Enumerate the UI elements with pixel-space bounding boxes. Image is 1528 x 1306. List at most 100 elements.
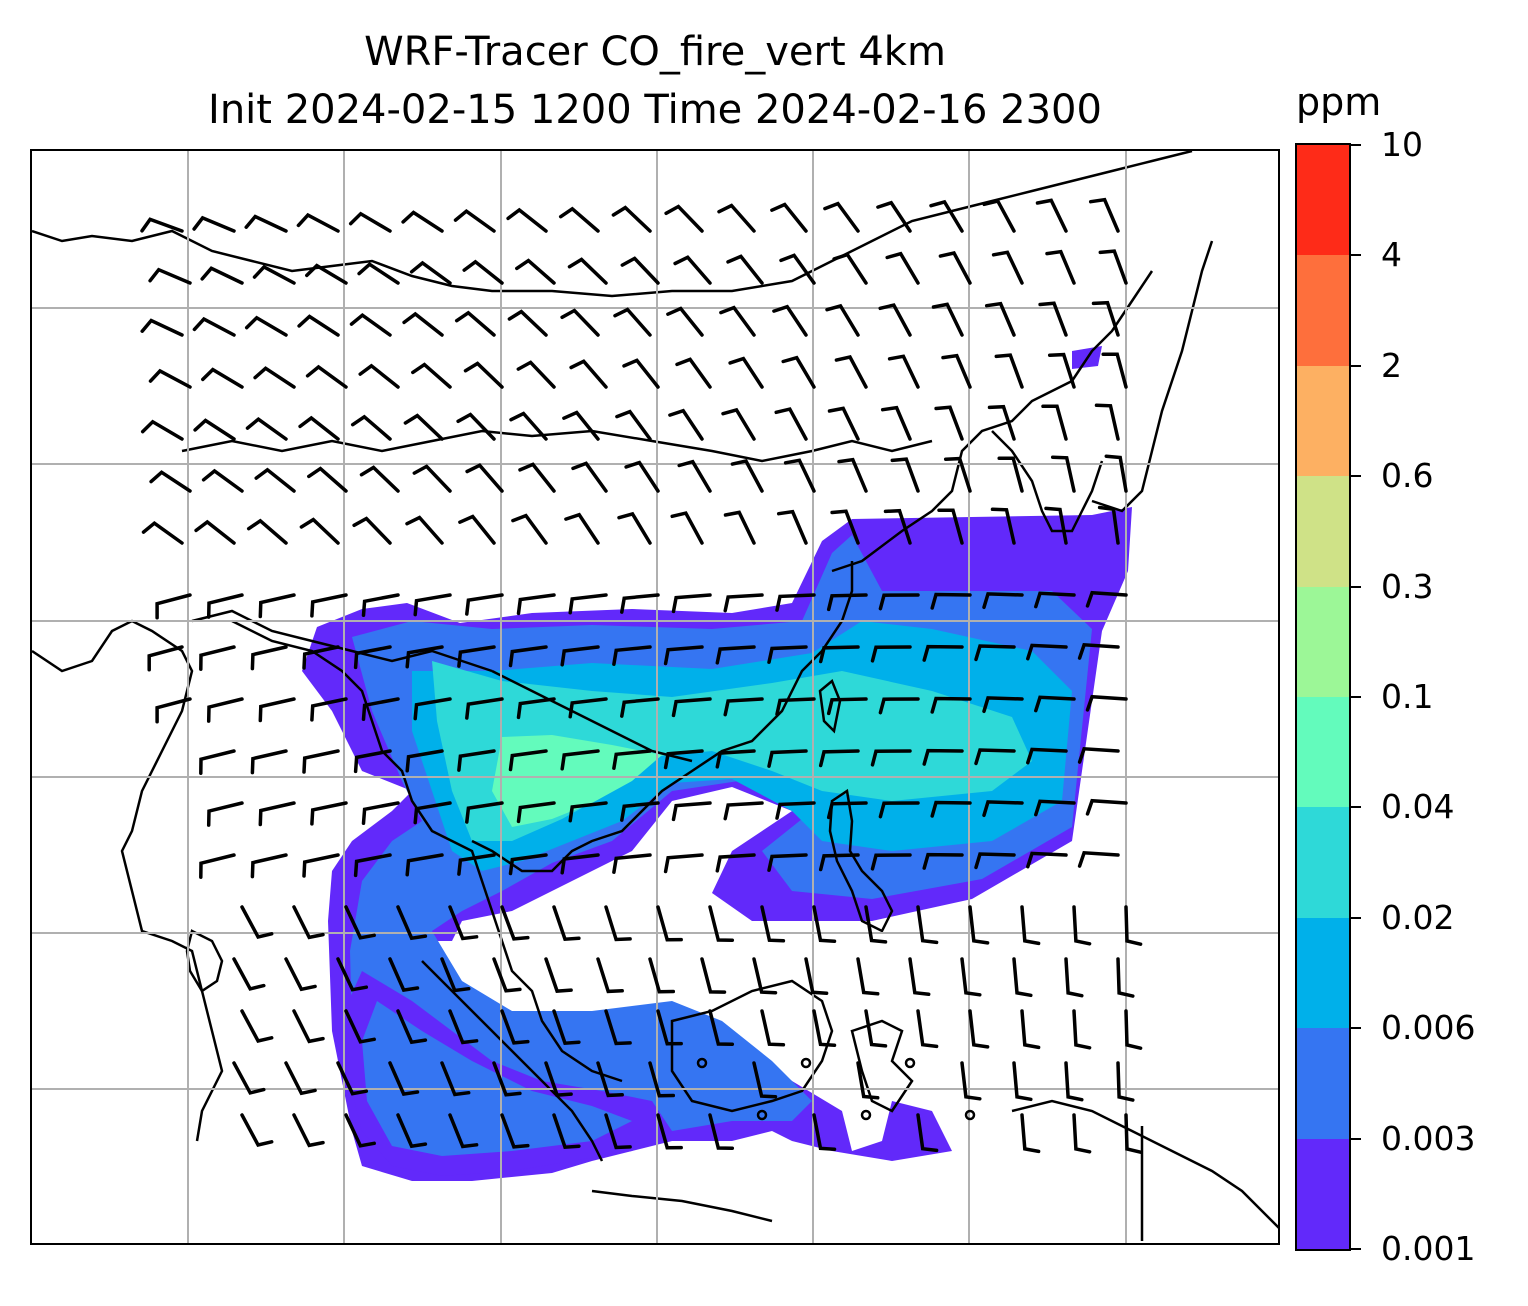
wind-barb	[413, 697, 452, 721]
wind-barb	[997, 456, 1024, 493]
wind-barb	[1026, 643, 1068, 661]
wind-barb	[770, 202, 808, 233]
wind-barb-calm	[860, 1109, 872, 1121]
wind-barb	[148, 368, 192, 389]
wind-barb	[353, 645, 392, 670]
wind-barb	[827, 406, 860, 441]
wind-barb	[140, 217, 184, 233]
wind-barb	[1034, 799, 1076, 817]
wind-barb	[832, 252, 868, 285]
wind-barb	[624, 460, 660, 493]
wind-barb	[968, 905, 990, 945]
wind-barb	[516, 593, 556, 616]
wind-barb	[982, 696, 1024, 714]
colorbar-tick	[1351, 806, 1361, 809]
coast-java	[591, 1189, 773, 1223]
wind-barb	[826, 593, 868, 612]
wind-barb	[508, 749, 548, 772]
wind-barb	[516, 360, 556, 389]
colorbar-segment	[1297, 254, 1349, 366]
wind-barb	[508, 645, 548, 668]
wind-barb	[620, 593, 660, 614]
wind-barb	[544, 957, 573, 993]
wind-barb	[305, 364, 348, 389]
wind-barb	[885, 251, 920, 285]
wind-barb	[673, 255, 712, 285]
wind-barb	[396, 905, 428, 941]
wind-barb	[440, 957, 471, 993]
wind-barb	[916, 1009, 939, 1049]
wind-barb	[1072, 1009, 1092, 1050]
wind-barb	[284, 957, 317, 992]
wind-barb	[931, 302, 964, 337]
wind-barb	[201, 468, 244, 493]
colorbar-segment	[1297, 586, 1349, 697]
wind-barb	[292, 1113, 325, 1148]
colorbar-tick	[1351, 254, 1361, 257]
wind-barb	[240, 1113, 274, 1148]
wind-barb	[1085, 590, 1128, 608]
wind-barb	[723, 801, 764, 821]
wind-barb	[708, 1113, 735, 1150]
wind-barb	[361, 697, 400, 722]
wind-barb	[448, 1113, 479, 1149]
wind-barb	[617, 511, 652, 545]
colorbar-segment	[1297, 696, 1349, 808]
wind-barb	[552, 1009, 581, 1046]
colorbar-tick	[1351, 364, 1361, 367]
wind-barb	[396, 1113, 428, 1149]
wind-barb	[560, 749, 600, 771]
colorbar-tick-label: 0.003	[1381, 1118, 1476, 1158]
wind-barb	[870, 749, 912, 767]
wind-barb	[982, 592, 1024, 610]
wind-barb	[1026, 747, 1068, 765]
wind-barb	[194, 519, 236, 545]
wind-barb	[302, 853, 340, 878]
wind-barb	[818, 749, 860, 768]
wind-barb	[1098, 249, 1128, 285]
wind-barb	[302, 645, 340, 670]
wind-barb	[558, 206, 600, 233]
colorbar-tick-label: 2	[1381, 345, 1402, 385]
wind-barb	[298, 415, 340, 441]
wind-barb	[937, 508, 964, 545]
colorbar-tick	[1351, 585, 1361, 588]
wind-barb	[883, 508, 912, 545]
wind-barb	[760, 905, 786, 943]
wind-barb	[611, 205, 652, 233]
colorbar-tick-label: 0.3	[1381, 566, 1434, 606]
wind-barb	[232, 957, 266, 991]
wind-barb	[1091, 300, 1120, 337]
wind-barb	[671, 697, 712, 718]
wind-barb	[353, 749, 392, 774]
wind-barb	[929, 199, 964, 233]
border-inner-asia	[181, 429, 933, 463]
wind-barb	[349, 312, 392, 337]
wind-barb	[776, 509, 808, 545]
wind-barb	[604, 1113, 632, 1150]
wind-barb	[826, 801, 868, 820]
colorbar-tick	[1351, 1027, 1361, 1030]
coast-bay-of-bengal	[231, 619, 623, 1083]
wind-barb	[938, 250, 972, 285]
map-title-line-2: Init 2024-02-15 1200 Time 2024-02-16 230…	[208, 87, 1102, 133]
wind-barb	[299, 517, 340, 545]
wind-barb	[664, 204, 704, 233]
wind-barb	[348, 211, 392, 233]
wind-barb	[880, 405, 912, 441]
wind-barb	[310, 801, 348, 826]
wind-barb	[1085, 694, 1128, 712]
wind-barb	[250, 749, 288, 775]
wind-barb	[1045, 249, 1076, 285]
wind-barb	[456, 412, 496, 441]
wind-barb	[775, 697, 816, 716]
wind-barb	[856, 957, 880, 996]
wind-barb	[1047, 352, 1076, 389]
wind-barb	[818, 645, 860, 664]
colorbar-tick	[1351, 1248, 1361, 1250]
plume-south-band-inner	[362, 1001, 632, 1156]
wind-barb	[250, 853, 288, 879]
wind-barb	[670, 511, 704, 545]
wind-barb	[155, 697, 192, 724]
map-title-line-1: WRF-Tracer CO_fire_vert 4km	[364, 29, 946, 75]
